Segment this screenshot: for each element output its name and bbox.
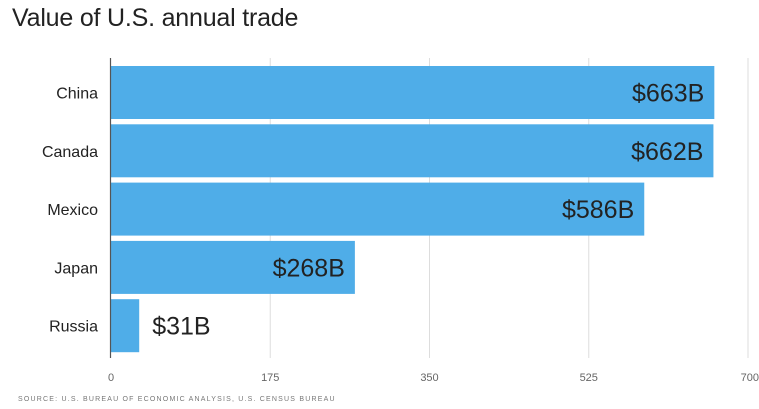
bar	[111, 182, 645, 236]
source-note: SOURCE: U.S. BUREAU OF ECONOMIC ANALYSIS…	[18, 396, 336, 403]
category-label: China	[56, 86, 98, 103]
category-label: Mexico	[47, 202, 98, 219]
x-tick-label: 700	[741, 372, 759, 384]
data-label: $31B	[152, 313, 210, 341]
bar	[111, 299, 140, 353]
data-label: $663B	[632, 80, 704, 108]
category-label: Russia	[49, 319, 98, 336]
data-label: $268B	[273, 254, 345, 282]
bar	[111, 124, 714, 178]
x-tick-label: 350	[420, 372, 438, 384]
x-tick-label: 0	[108, 372, 114, 384]
data-label: $586B	[562, 196, 634, 224]
category-label: Canada	[42, 144, 98, 161]
bar	[111, 240, 355, 294]
x-tick-label: 525	[580, 372, 598, 384]
chart-title: Value of U.S. annual trade	[12, 4, 299, 32]
category-label: Japan	[54, 260, 98, 277]
bar	[111, 66, 715, 119]
x-tick-label: 175	[261, 372, 279, 384]
data-label: $662B	[631, 138, 703, 166]
